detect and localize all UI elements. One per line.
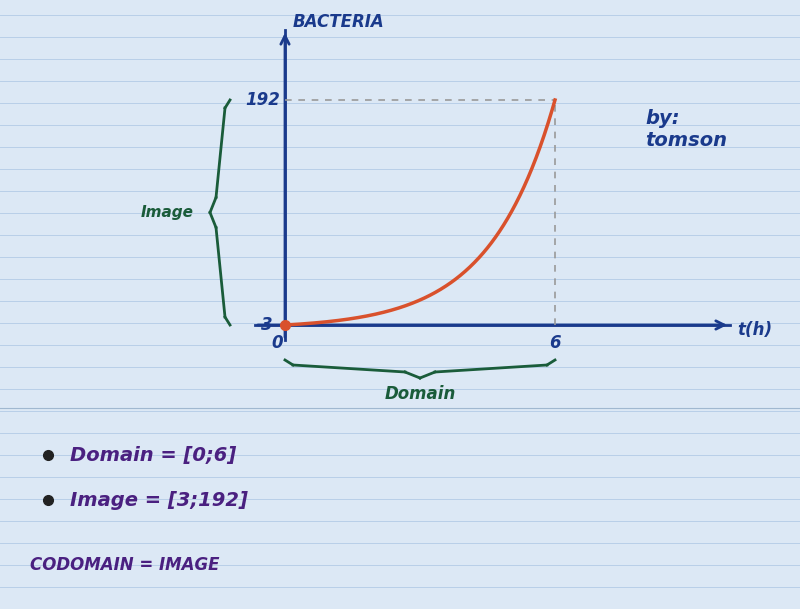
Text: 3: 3 — [261, 316, 273, 334]
Text: 192: 192 — [246, 91, 281, 109]
Text: 6: 6 — [549, 334, 561, 352]
Text: by:
tomson: by: tomson — [645, 110, 727, 150]
Text: CODOMAIN = IMAGE: CODOMAIN = IMAGE — [30, 556, 219, 574]
Text: Image: Image — [141, 205, 194, 220]
Text: Image = [3;192]: Image = [3;192] — [70, 490, 248, 510]
Text: t(h): t(h) — [737, 321, 772, 339]
Text: BACTERIA: BACTERIA — [293, 13, 385, 31]
Text: 0: 0 — [271, 334, 283, 352]
Text: Domain = [0;6]: Domain = [0;6] — [70, 446, 236, 465]
Text: Domain: Domain — [384, 385, 456, 403]
